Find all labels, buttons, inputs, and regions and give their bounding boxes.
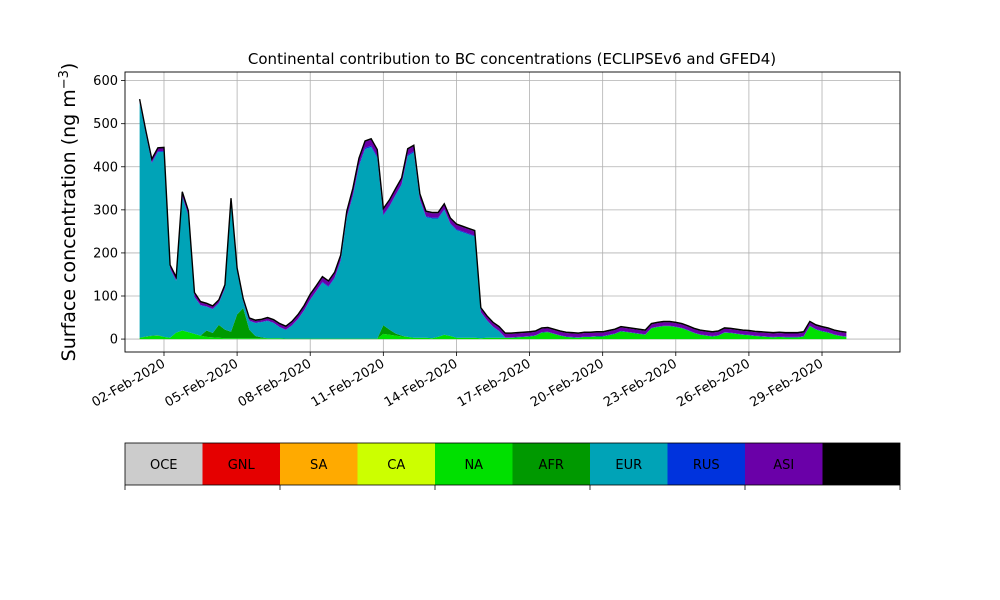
legend-swatch-gnl	[202, 443, 280, 485]
x-tick-label: 08-Feb-2020	[236, 356, 315, 410]
x-tick-label: 14-Feb-2020	[382, 356, 461, 410]
y-tick-label: 500	[93, 117, 118, 132]
legend-swatch-asi	[745, 443, 823, 485]
legend-label-oce: OCE	[150, 458, 178, 473]
axes: 0 100 200 300 400 500 600 02-Feb-202005-Feb-202…	[89, 72, 900, 410]
legend-border	[124, 442, 901, 486]
legend-label-eur: EUR	[615, 458, 642, 473]
area-na	[139, 326, 847, 340]
plot-border	[124, 71, 901, 353]
x-tick-label: 20-Feb-2020	[528, 356, 607, 410]
y-tick-label: 200	[93, 246, 118, 261]
legend-label-rus: RUS	[693, 458, 720, 473]
y-tick-label: 100	[93, 290, 118, 305]
x-tick-label: 05-Feb-2020	[163, 356, 242, 410]
legend-label-gnl: GNL	[228, 458, 256, 473]
x-tick-label: 02-Feb-2020	[89, 356, 168, 410]
legend-swatch-na	[435, 443, 513, 485]
legend-swatch-rus	[667, 443, 745, 485]
legend-label-aus: AUS	[848, 458, 875, 473]
legend-swatch-afr	[512, 443, 590, 485]
y-tick-label: 300	[93, 203, 118, 218]
legend-label-afr: AFR	[539, 458, 564, 473]
y-tick-label: 600	[93, 74, 118, 89]
legend-swatch-ca	[357, 443, 435, 485]
x-tick-label: 23-Feb-2020	[601, 356, 680, 410]
legend-swatch-oce	[125, 443, 203, 485]
y-tick-label: 400	[93, 160, 118, 175]
total-outline	[138, 99, 847, 334]
legend-label-ca: CA	[387, 458, 405, 473]
area-afr	[139, 308, 847, 339]
legend: OCE GNL SA CA NA AFR EUR RUS ASI AUS	[124, 442, 901, 490]
legend-swatch-sa	[280, 443, 358, 485]
area-aus	[139, 99, 847, 334]
x-tick-label: 26-Feb-2020	[674, 356, 753, 410]
y-tick-label: 0	[110, 333, 118, 348]
x-tick-label: 17-Feb-2020	[455, 356, 534, 410]
legend-swatch-aus	[822, 443, 900, 485]
chart-title: Continental contribution to BC concentra…	[248, 50, 776, 68]
legend-label-asi: ASI	[773, 458, 794, 473]
x-tick-label: 11-Feb-2020	[309, 356, 388, 410]
area-rus	[139, 102, 847, 338]
legend-label-na: NA	[464, 458, 483, 473]
stacked-areas	[138, 99, 847, 340]
legend-label-sa: SA	[310, 458, 327, 473]
area-asi	[139, 100, 847, 338]
area-eur	[139, 103, 847, 339]
x-tick-label: 29-Feb-2020	[747, 356, 826, 410]
plot-frame	[124, 71, 901, 353]
legend-swatch-eur	[590, 443, 668, 485]
y-axis-label: Surface concentration (ng m−3)	[57, 63, 81, 362]
